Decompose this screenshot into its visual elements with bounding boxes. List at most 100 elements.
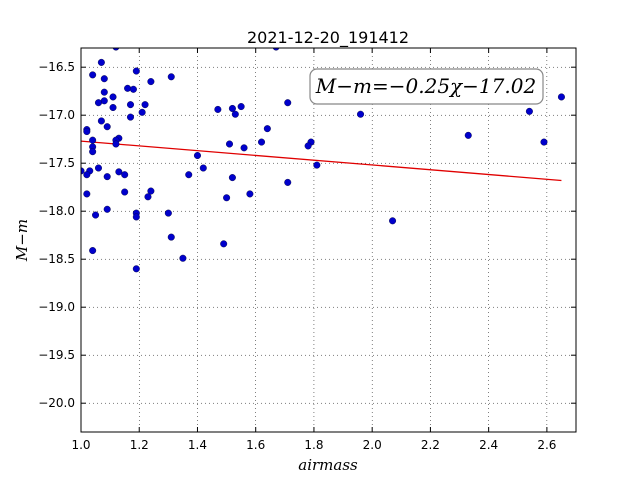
data-point (124, 84, 132, 92)
data-point (199, 164, 207, 172)
plot-area (81, 48, 576, 432)
plot-frame (80, 47, 577, 433)
x-tick-label: 2.4 (479, 438, 498, 452)
data-point (144, 193, 152, 201)
data-point (121, 188, 129, 196)
data-point (147, 78, 155, 86)
data-point (284, 178, 292, 186)
data-point (89, 136, 97, 144)
data-point (132, 67, 140, 75)
equation-box: M−m=−0.25χ−17.02 (309, 68, 544, 105)
data-point (147, 187, 155, 195)
data-point (94, 164, 102, 172)
data-point (357, 110, 365, 118)
y-tick-label: −18.0 (38, 204, 75, 218)
data-point (193, 152, 201, 160)
data-point (103, 123, 111, 131)
tick-labels-layer: 1.0 1.2 1.4 1.6 1.8 2.0 2.2 2.4 2.6 −16.5 −17.0 −17… (38, 60, 556, 452)
data-point (121, 171, 129, 179)
grid-layer (80, 48, 576, 432)
x-tick-label: 2.0 (363, 438, 382, 452)
y-tick-label: −16.5 (38, 60, 75, 74)
data-point (228, 174, 236, 182)
data-point (81, 167, 85, 175)
data-point (557, 93, 565, 101)
ticks-layer (80, 48, 576, 432)
data-point (141, 101, 149, 109)
data-point (103, 205, 111, 213)
data-point (214, 105, 222, 113)
y-tick-label: −17.0 (38, 108, 75, 122)
y-tick-label: −19.5 (38, 348, 75, 362)
data-point (167, 233, 175, 241)
data-point (129, 85, 137, 93)
data-point (89, 247, 97, 255)
x-axis-label: airmass (298, 456, 358, 474)
data-point (164, 209, 172, 217)
points-layer (81, 48, 565, 273)
x-tick-label: 1.0 (71, 438, 90, 452)
data-point (223, 194, 231, 202)
equation-box-border (309, 68, 544, 105)
data-point (313, 161, 321, 169)
data-point (304, 142, 312, 150)
data-point (94, 99, 102, 107)
data-point (220, 240, 228, 248)
data-point (132, 213, 140, 221)
x-tick-label: 1.2 (130, 438, 149, 452)
data-point (464, 131, 472, 139)
data-point (246, 190, 254, 198)
data-point (228, 104, 236, 112)
data-point (126, 113, 134, 121)
data-point (237, 103, 245, 111)
data-point (389, 217, 397, 225)
data-point (112, 48, 120, 51)
data-point (284, 99, 292, 107)
data-point (92, 211, 100, 219)
data-point (112, 140, 120, 148)
x-tick-label: 2.6 (537, 438, 556, 452)
y-tick-label: −18.5 (38, 252, 75, 266)
data-point (132, 265, 140, 273)
fit-layer (80, 140, 562, 182)
data-point (126, 101, 134, 109)
data-point (258, 138, 266, 146)
data-point (109, 93, 117, 101)
data-point (225, 140, 233, 148)
data-point (272, 48, 280, 51)
data-point (100, 97, 108, 105)
data-point (167, 73, 175, 81)
data-point (109, 104, 117, 112)
data-point (540, 138, 548, 146)
fit-equation: M−m=−0.25χ−17.02 (315, 74, 536, 98)
fit-line (80, 140, 562, 182)
data-point (89, 71, 97, 79)
data-point (97, 117, 105, 125)
data-point (263, 125, 271, 133)
x-tick-label: 2.2 (421, 438, 440, 452)
data-point (97, 58, 105, 66)
data-point (240, 144, 248, 152)
data-point (185, 171, 193, 179)
data-point (100, 75, 108, 83)
data-point (179, 254, 187, 262)
y-tick-label: −19.0 (38, 300, 75, 314)
data-point (89, 148, 97, 156)
data-point (103, 173, 111, 181)
x-tick-label: 1.8 (304, 438, 323, 452)
y-tick-label: −20.0 (38, 396, 75, 410)
data-point (83, 128, 91, 136)
data-point (100, 88, 108, 96)
data-point (138, 108, 146, 116)
data-point (231, 110, 239, 118)
x-tick-label: 1.6 (246, 438, 265, 452)
y-tick-label: −17.5 (38, 156, 75, 170)
data-point (525, 107, 533, 115)
data-point (83, 171, 91, 179)
y-axis-label: M−m (13, 219, 31, 262)
x-tick-label: 1.4 (188, 438, 207, 452)
data-point (83, 190, 91, 198)
chart-title: 2021-12-20_191412 (247, 28, 409, 48)
data-point (115, 168, 123, 176)
